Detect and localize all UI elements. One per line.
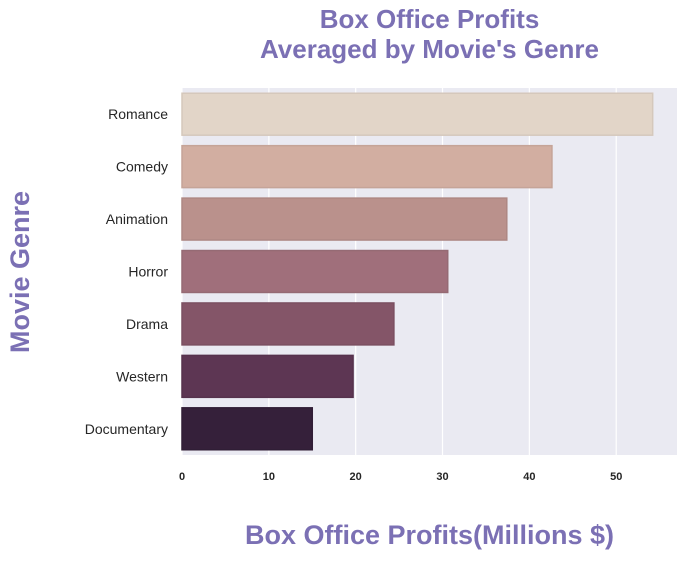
chart-title-line-1: Box Office Profits <box>319 4 540 34</box>
x-tick-label: 30 <box>436 471 448 483</box>
x-axis-label: Box Office Profits(Millions $) <box>244 520 615 550</box>
bars <box>181 92 654 451</box>
category-label-comedy: Comedy <box>116 159 168 175</box>
category-label-animation: Animation <box>106 211 168 227</box>
bar-western <box>181 354 354 399</box>
category-label-western: Western <box>116 368 168 384</box>
x-tick-label: 0 <box>179 471 185 483</box>
chart-title-line-2: Averaged by Movie's Genre <box>259 34 599 64</box>
chart-title: Box Office Profits Averaged by Movie's G… <box>172 4 687 64</box>
x-tick-labels: 0 10 20 30 40 50 <box>179 471 622 483</box>
y-axis-label: Movie Genre <box>5 190 35 354</box>
category-labels: Romance Comedy Animation Horror Drama Western… <box>85 106 169 437</box>
category-label-horror: Horror <box>128 264 168 280</box>
x-tick-label: 50 <box>610 471 622 483</box>
x-tick-label: 10 <box>263 471 275 483</box>
bar-comedy <box>181 144 553 189</box>
bar-documentary <box>181 407 314 451</box>
category-label-drama: Drama <box>126 316 168 332</box>
category-label-romance: Romance <box>108 106 168 122</box>
bar-romance <box>181 92 654 136</box>
bar-animation <box>181 197 508 241</box>
bar-horror <box>181 249 449 294</box>
category-label-documentary: Documentary <box>85 421 168 437</box>
bar-drama <box>181 302 395 346</box>
x-tick-label: 40 <box>523 471 535 483</box>
x-tick-label: 20 <box>350 471 362 483</box>
